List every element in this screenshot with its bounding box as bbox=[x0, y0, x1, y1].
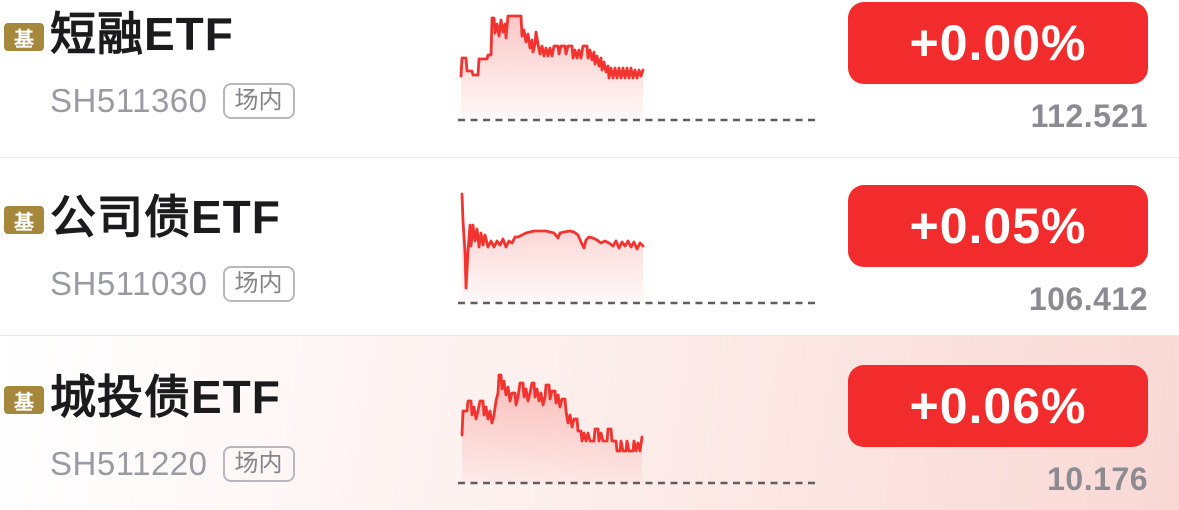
change-percent-button[interactable]: +0.00% bbox=[848, 2, 1148, 84]
etf-price: 106.412 bbox=[1028, 281, 1148, 317]
etf-name: 公司债ETF bbox=[50, 191, 281, 243]
fund-type-badge: 基 bbox=[4, 206, 44, 234]
sparkline-chart bbox=[458, 371, 818, 501]
change-percent-button[interactable]: +0.06% bbox=[848, 365, 1148, 447]
market-tag: 场内 bbox=[222, 446, 295, 482]
etf-row-gongsizhai[interactable]: 基 公司债ETF SH511030 场内 +0.05% 106.412 bbox=[0, 157, 1179, 335]
code-line: SH511360 场内 bbox=[50, 82, 295, 120]
sparkline-chart bbox=[458, 8, 818, 138]
etf-code: SH511360 bbox=[50, 82, 208, 119]
market-tag: 场内 bbox=[222, 83, 295, 119]
etf-row-duanrong[interactable]: 基 短融ETF SH511360 场内 +0.00% 112.521 bbox=[0, 0, 1179, 157]
fund-type-badge: 基 bbox=[4, 23, 44, 51]
market-tag: 场内 bbox=[222, 266, 295, 302]
sparkline-chart bbox=[458, 191, 818, 321]
etf-name: 城投债ETF bbox=[50, 371, 281, 423]
etf-code: SH511030 bbox=[50, 265, 208, 302]
etf-price: 10.176 bbox=[1047, 461, 1148, 497]
change-percent-button[interactable]: +0.05% bbox=[848, 185, 1148, 267]
code-line: SH511220 场内 bbox=[50, 445, 295, 483]
etf-name: 短融ETF bbox=[50, 8, 234, 60]
code-line: SH511030 场内 bbox=[50, 265, 295, 303]
fund-type-badge: 基 bbox=[4, 386, 44, 414]
etf-price: 112.521 bbox=[1030, 98, 1148, 134]
etf-row-chengtouzhai[interactable]: 基 城投债ETF SH511220 场内 +0.06% 10.176 bbox=[0, 335, 1179, 510]
etf-code: SH511220 bbox=[50, 445, 208, 482]
